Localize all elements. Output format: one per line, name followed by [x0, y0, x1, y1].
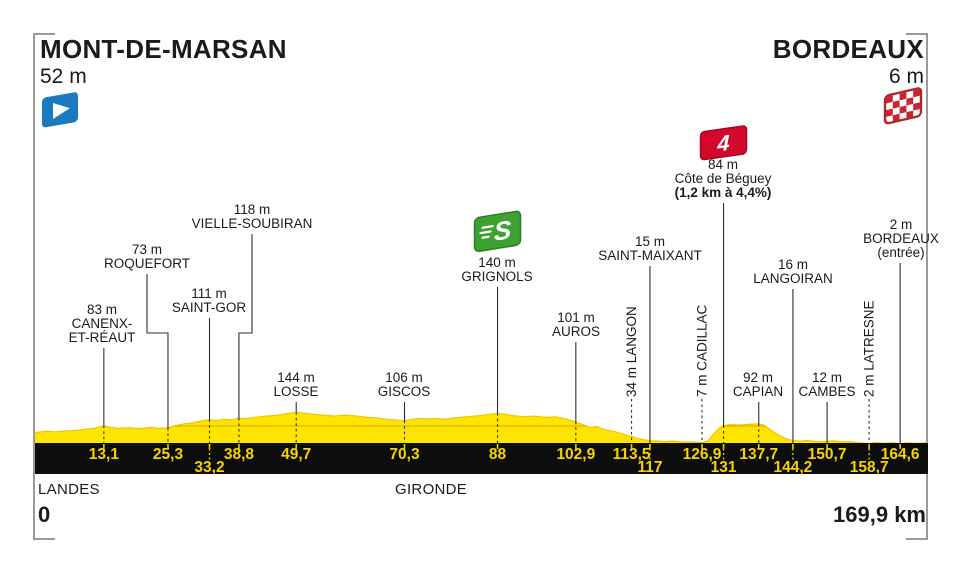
waypoint-2-m-latresne: 2 m LATRESNE: [862, 300, 877, 443]
start-flag-icon: [42, 92, 78, 128]
waypoint-label-line: GRIGNOLS: [461, 269, 532, 284]
sprint-icon: S: [473, 210, 522, 253]
km-marker-25-3: 25,3: [153, 446, 184, 463]
waypoint-label-line: 15 m: [635, 234, 665, 249]
waypoint-label-line: CAMBES: [798, 384, 855, 399]
waypoint-label-line: Côte de Béguey: [675, 171, 772, 186]
distance-band: [35, 443, 928, 474]
waypoint-label-line: 2 m: [890, 217, 913, 232]
waypoint-label-line: SAINT-MAIXANT: [598, 248, 702, 263]
svg-text:4: 4: [716, 130, 729, 157]
km-marker-117: 117: [637, 459, 662, 476]
km-marker-126-9: 126,9: [683, 446, 722, 463]
km-marker-70-3: 70,3: [389, 446, 420, 463]
waypoint-label-line: (entrée): [877, 245, 924, 260]
frame-right-line: [926, 33, 928, 540]
km-marker-144-2: 144,2: [774, 459, 813, 476]
marker-line: [146, 274, 169, 428]
km-marker-49-7: 49,7: [281, 446, 311, 463]
waypoint-label-line: LANGOIRAN: [753, 271, 833, 286]
finish-city-name: BORDEAUX: [772, 34, 924, 64]
waypoint-7-m-cadillac: 7 m CADILLAC: [694, 304, 709, 443]
waypoint-34-m-langon: 34 m LANGON: [624, 306, 639, 443]
waypoint-label-vertical: 7 m CADILLAC: [694, 304, 709, 397]
waypoint-label-line: 73 m: [132, 242, 162, 257]
svg-text:S: S: [494, 214, 512, 247]
km-marker-88: 88: [489, 446, 507, 463]
km-marker-102-9: 102,9: [556, 446, 595, 463]
waypoint-label-line: 140 m: [478, 255, 516, 270]
start-header: MONT-DE-MARSAN 52 m: [40, 36, 287, 87]
waypoint-label-line: 106 m: [385, 370, 423, 385]
finish-header: BORDEAUX 6 m: [773, 36, 924, 87]
total-distance-label: 169,9 km: [833, 502, 926, 527]
waypoint-label-line: 84 m: [708, 157, 738, 172]
start-elevation: 52 m: [40, 65, 87, 88]
waypoint-label-line: ROQUEFORT: [104, 256, 190, 271]
region-label-gironde: GIRONDE: [395, 481, 468, 498]
marker-line: [238, 234, 253, 419]
waypoint-label-line: SAINT-GOR: [172, 300, 247, 315]
start-km-label: 0: [38, 502, 51, 527]
waypoint-label-line: LOSSE: [273, 384, 318, 399]
km-marker-38-8: 38,8: [224, 446, 255, 463]
frame-top-right-tick: [906, 33, 928, 35]
waypoint-label-line: CAPIAN: [733, 384, 783, 399]
frame-bottom-right-tick: [906, 538, 928, 540]
waypoint-label-line: 92 m: [743, 370, 773, 385]
finish-checkered-flag-icon: [883, 87, 923, 125]
finish-elevation: 6 m: [888, 65, 924, 88]
km-marker-33-2: 33,2: [194, 459, 224, 476]
km-marker-150-7: 150,7: [808, 446, 847, 463]
km-marker-131: 131: [711, 459, 737, 476]
elevation-profile-area: [35, 412, 928, 444]
elevation-profile-top-edge: [34, 411, 929, 445]
waypoint-label-vertical: 2 m LATRESNE: [862, 300, 877, 397]
waypoint-label-line: (1,2 km à 4,4%): [675, 185, 772, 200]
waypoint-label-line: 101 m: [557, 310, 595, 325]
km-marker-113-5: 113,5: [613, 446, 651, 463]
km-marker-158-7: 158,7: [850, 459, 889, 476]
waypoint-label-line: ET-RÉAUT: [69, 330, 136, 345]
km-marker-164-6: 164,6: [881, 446, 920, 463]
frame-top-left-tick: [33, 33, 55, 35]
waypoint-label-line: 16 m: [778, 257, 808, 272]
region-label-landes: LANDES: [38, 481, 100, 498]
km-marker-137-7: 137,7: [739, 446, 778, 463]
waypoint-label-line: BORDEAUX: [863, 231, 939, 246]
waypoint-label-line: 111 m: [191, 286, 227, 301]
waypoint-label-line: 12 m: [812, 370, 842, 385]
waypoint-label-line: GISCOS: [378, 384, 431, 399]
frame-left-line: [33, 33, 35, 540]
waypoint-label-vertical: 34 m LANGON: [624, 306, 639, 397]
waypoint-label-line: 83 m: [87, 302, 117, 317]
waypoint-label-line: 118 m: [234, 202, 271, 217]
km-marker-13-1: 13,1: [89, 446, 120, 463]
waypoint-label-line: 144 m: [277, 370, 315, 385]
waypoint-label-line: CANENX-: [72, 316, 133, 331]
frame-bottom-left-tick: [33, 538, 55, 540]
waypoint-label-line: VIELLE-SOUBIRAN: [192, 216, 313, 231]
start-city-name: MONT-DE-MARSAN: [40, 34, 287, 64]
cat4-climb-icon: 4: [699, 125, 748, 161]
waypoint-label-line: AUROS: [552, 324, 600, 339]
